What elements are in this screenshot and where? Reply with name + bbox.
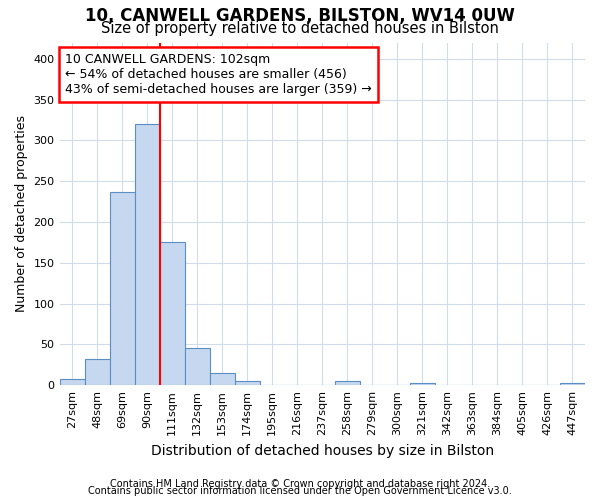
Bar (110, 192, 134, 385)
X-axis label: Distribution of detached houses by size in Bilston: Distribution of detached houses by size … (151, 444, 494, 458)
Text: 10 CANWELL GARDENS: 102sqm
← 54% of detached houses are smaller (456)
43% of sem: 10 CANWELL GARDENS: 102sqm ← 54% of deta… (65, 53, 371, 96)
Bar (85, 359, 110, 385)
Text: Size of property relative to detached houses in Bilston: Size of property relative to detached ho… (101, 21, 499, 36)
Y-axis label: Number of detached properties: Number of detached properties (15, 116, 28, 312)
Text: Contains HM Land Registry data © Crown copyright and database right 2024.: Contains HM Land Registry data © Crown c… (110, 479, 490, 489)
Text: Contains public sector information licensed under the Open Government Licence v3: Contains public sector information licen… (88, 486, 512, 496)
Bar (335, 381, 360, 385)
Bar (235, 381, 260, 385)
Text: 10, CANWELL GARDENS, BILSTON, WV14 0UW: 10, CANWELL GARDENS, BILSTON, WV14 0UW (85, 8, 515, 26)
Bar (410, 382, 435, 385)
Bar (560, 382, 585, 385)
Bar (209, 373, 235, 385)
Bar (59, 378, 85, 385)
Bar (185, 348, 209, 385)
Bar (134, 124, 160, 385)
Bar (160, 242, 185, 385)
